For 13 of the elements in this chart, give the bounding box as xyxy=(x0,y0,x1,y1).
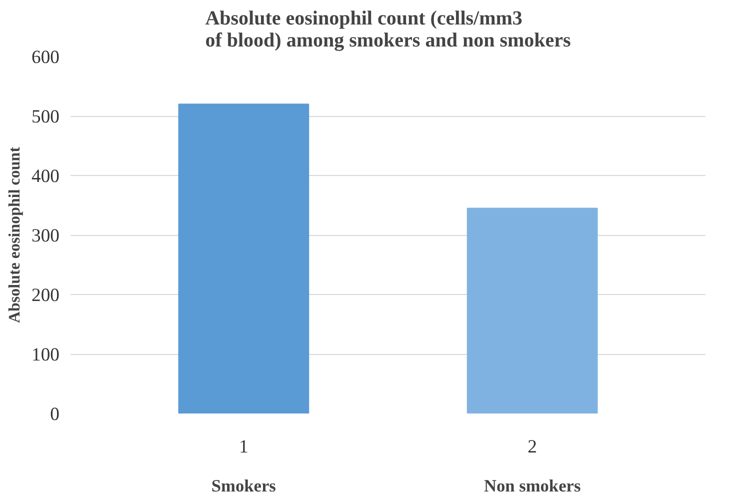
y-tick-label: 300 xyxy=(32,226,60,246)
y-tick-label: 500 xyxy=(32,106,60,128)
y-tick-label: 400 xyxy=(32,166,60,187)
y-axis-title: Absolute eosinophil count xyxy=(6,146,24,324)
text: Smokers xyxy=(211,476,276,496)
y-tick-label: 200 xyxy=(32,285,60,306)
x-tick-label: 1 xyxy=(239,436,248,458)
text: Non smokers xyxy=(484,476,581,496)
chart-title: Absolute eosinophil count (cells/mm3 of blood) among smokers and non smokers xyxy=(205,8,572,52)
y-tick-label: 0 xyxy=(50,404,60,425)
y-tick-label: 100 xyxy=(32,344,60,366)
x-tick-label: 2 xyxy=(528,436,537,458)
y-tick-label: 600 xyxy=(32,47,60,68)
